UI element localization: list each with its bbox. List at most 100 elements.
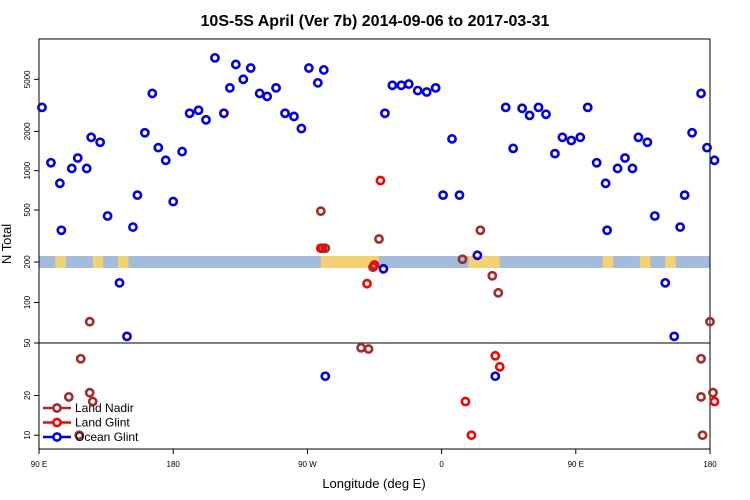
land-glint-point bbox=[315, 243, 326, 254]
y-tick-label: 100 bbox=[23, 295, 32, 309]
legend-label-land-nadir: Land Nadir bbox=[75, 401, 134, 415]
ocean-glint-point bbox=[403, 79, 414, 89]
ocean-glint-point bbox=[160, 155, 171, 166]
ocean-glint-point bbox=[193, 105, 204, 116]
ocean-glint-point bbox=[56, 225, 67, 236]
ocean-glint-point bbox=[378, 263, 389, 274]
land-glint-point bbox=[466, 430, 477, 441]
ocean-glint-point bbox=[396, 80, 407, 91]
land-segment bbox=[320, 256, 379, 268]
x-tick-label: 180 bbox=[167, 460, 181, 469]
ocean-glint-point bbox=[500, 102, 511, 113]
ocean-glint-point bbox=[177, 146, 188, 157]
ocean-glint-point bbox=[66, 163, 77, 174]
ocean-glint-point bbox=[550, 148, 560, 159]
ocean-glint-point bbox=[447, 134, 457, 144]
ocean-glint-point bbox=[642, 137, 653, 148]
land-nadir-point bbox=[708, 387, 718, 398]
land-nadir-point bbox=[493, 287, 504, 298]
land-segment bbox=[665, 256, 676, 268]
ocean-glint-point bbox=[184, 108, 195, 119]
ocean-glint-point bbox=[210, 52, 220, 63]
land-nadir-point bbox=[374, 234, 384, 244]
ocean-glint-point bbox=[430, 82, 441, 93]
ocean-glint-point bbox=[557, 132, 568, 143]
land-glint-point bbox=[369, 260, 380, 270]
ocean-glint-point bbox=[312, 77, 323, 88]
y-tick-label: 5000 bbox=[23, 70, 32, 88]
ocean-glint-point bbox=[687, 127, 698, 138]
land-nadir-point bbox=[63, 392, 74, 402]
ocean-glint-point bbox=[612, 163, 623, 174]
legend-marker-land-glint bbox=[52, 417, 62, 428]
land-segment bbox=[55, 256, 66, 268]
ocean-glint-point bbox=[675, 222, 686, 232]
ocean-glint-point bbox=[46, 157, 56, 168]
ocean-glint-point bbox=[254, 88, 265, 99]
ocean-glint-point bbox=[541, 109, 551, 120]
y-tick-label: 2000 bbox=[23, 122, 32, 140]
x-axis-label: Longitude (deg E) bbox=[322, 476, 425, 491]
ocean-glint-point bbox=[303, 63, 314, 73]
ocean-glint-point bbox=[591, 157, 602, 168]
ocean-glint-point bbox=[318, 65, 329, 75]
ocean-glint-point bbox=[533, 102, 544, 113]
land-glint-point bbox=[362, 278, 372, 289]
ocean-glint-point bbox=[128, 222, 138, 232]
land-segment bbox=[639, 256, 651, 268]
ocean-glint-point bbox=[633, 132, 644, 143]
land-nadir-point bbox=[75, 353, 86, 364]
land-nadir-point bbox=[475, 225, 486, 236]
ocean-glint-point bbox=[696, 88, 706, 99]
x-tick-label: 180 bbox=[703, 460, 717, 469]
ocean-glint-point bbox=[508, 143, 519, 154]
y-tick-label: 20 bbox=[23, 391, 32, 400]
land-nadir-point bbox=[87, 396, 98, 407]
ocean-glint-point bbox=[566, 135, 577, 146]
legend-marker-ocean-glint bbox=[52, 432, 62, 442]
ocean-glint-point bbox=[517, 103, 528, 114]
ocean-glint-point bbox=[438, 190, 448, 201]
land-segment bbox=[602, 256, 614, 268]
ocean-glint-point bbox=[224, 82, 235, 93]
y-tick-label: 200 bbox=[23, 255, 32, 269]
ocean-glint-point bbox=[168, 196, 179, 207]
land-nadir-point bbox=[84, 316, 95, 327]
legend-marker-land-nadir bbox=[52, 403, 62, 413]
ocean-glint-point bbox=[218, 108, 229, 119]
ocean-glint-point bbox=[380, 108, 390, 119]
y-axis-label: N Total bbox=[0, 224, 14, 264]
land-nadir-point bbox=[74, 430, 85, 441]
ocean-glint-point bbox=[54, 178, 65, 189]
ocean-glint-point bbox=[95, 137, 106, 148]
land-nadir-point bbox=[697, 430, 708, 441]
ocean-glint-point bbox=[679, 190, 690, 201]
ocean-glint-point bbox=[649, 211, 660, 221]
ocean-glint-point bbox=[709, 155, 720, 166]
ocean-glint-point bbox=[387, 80, 398, 91]
land-nadir-point bbox=[356, 342, 366, 353]
ocean-glint-point bbox=[81, 163, 92, 174]
land-segment bbox=[468, 256, 500, 268]
ocean-glint-point bbox=[271, 82, 281, 93]
land-nadir-point bbox=[696, 392, 706, 402]
ocean-glint-point bbox=[575, 132, 586, 143]
ocean-glint-point bbox=[122, 331, 132, 342]
y-tick-label: 10 bbox=[23, 430, 32, 439]
land-glint-point bbox=[494, 361, 505, 372]
ocean-glint-point bbox=[72, 153, 83, 163]
land-nadir-point bbox=[315, 206, 326, 217]
ocean-glint-point bbox=[600, 178, 611, 189]
ocean-glint-point bbox=[262, 91, 273, 102]
land-nadir-point bbox=[320, 243, 331, 254]
land-segment bbox=[92, 256, 104, 268]
land-glint-point bbox=[490, 350, 501, 361]
y-tick-label: 50 bbox=[23, 338, 32, 347]
ocean-glint-point bbox=[627, 163, 638, 174]
ocean-glint-point bbox=[230, 59, 241, 70]
ocean-glint-point bbox=[289, 111, 299, 122]
land-glint-point bbox=[709, 396, 720, 407]
ocean-glint-point bbox=[201, 114, 211, 125]
